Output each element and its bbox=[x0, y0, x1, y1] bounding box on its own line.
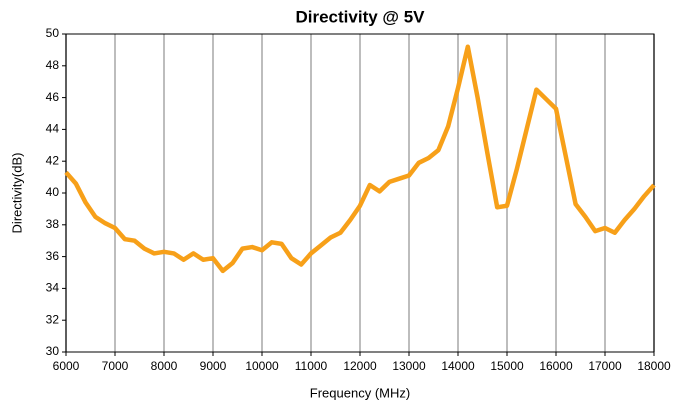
x-tick-label: 13000 bbox=[392, 359, 426, 373]
x-tick-label: 16000 bbox=[539, 359, 573, 373]
y-tick-label: 46 bbox=[46, 90, 60, 104]
x-tick-label: 17000 bbox=[588, 359, 622, 373]
x-tick-label: 10000 bbox=[245, 359, 279, 373]
y-tick-label: 34 bbox=[46, 281, 60, 295]
y-tick-label: 44 bbox=[46, 122, 60, 136]
x-tick-label: 11000 bbox=[295, 359, 328, 373]
x-tick-label: 7000 bbox=[102, 359, 129, 373]
plot-frame bbox=[65, 33, 655, 353]
y-tick-label: 48 bbox=[46, 58, 60, 72]
y-axis-label: Directivity(dB) bbox=[9, 153, 24, 234]
data-line bbox=[64, 44, 656, 274]
chart-title: Directivity @ 5V bbox=[295, 7, 425, 26]
y-tick-label: 40 bbox=[46, 185, 60, 199]
y-tick-label: 50 bbox=[46, 26, 60, 40]
y-tick-label: 38 bbox=[46, 217, 60, 231]
x-tick-label: 18000 bbox=[637, 359, 671, 373]
x-tick-label: 9000 bbox=[200, 359, 227, 373]
x-tick-label: 12000 bbox=[343, 359, 377, 373]
y-tick-label: 32 bbox=[46, 312, 60, 326]
x-tick-label: 14000 bbox=[441, 359, 475, 373]
x-tick-label: 15000 bbox=[490, 359, 524, 373]
x-axis-label: Frequency (MHz) bbox=[310, 385, 410, 400]
y-tick-label: 30 bbox=[46, 344, 60, 358]
x-tick-label: 6000 bbox=[53, 359, 80, 373]
y-tick-label: 36 bbox=[46, 249, 60, 263]
x-tick-label: 8000 bbox=[151, 359, 178, 373]
y-tick-label: 42 bbox=[46, 153, 60, 167]
